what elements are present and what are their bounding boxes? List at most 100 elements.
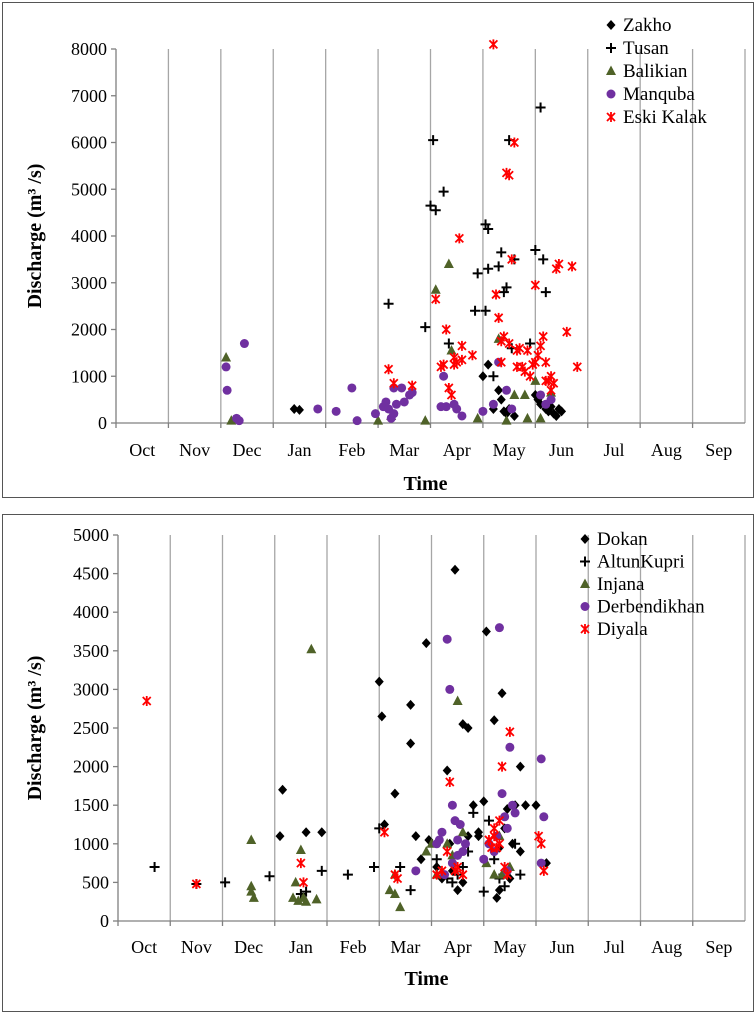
data-point: [510, 838, 521, 849]
data-point: [457, 826, 468, 837]
data-point: [441, 402, 451, 412]
data-point: [488, 399, 498, 409]
data-point: [479, 854, 489, 864]
data-point: [505, 726, 515, 737]
data-point: [483, 223, 494, 234]
data-point: [489, 831, 499, 842]
data-point: [458, 847, 468, 857]
data-point: [515, 869, 526, 880]
data-point: [406, 699, 416, 710]
x-axis-title: Time: [403, 473, 447, 495]
data-point: [384, 884, 395, 895]
data-point: [515, 761, 525, 772]
data-point: [443, 258, 454, 269]
data-point: [525, 371, 535, 382]
data-point: [428, 135, 439, 146]
data-point: [505, 742, 515, 752]
legend-marker: [606, 65, 616, 75]
y-tick-label: 3000: [73, 679, 109, 699]
data-point: [246, 880, 257, 891]
data-point: [507, 254, 517, 265]
data-point: [483, 359, 493, 370]
data-point: [458, 719, 468, 730]
data-point: [347, 383, 357, 393]
data-point: [278, 784, 288, 795]
data-point: [467, 350, 478, 361]
data-point: [425, 200, 436, 211]
data-point: [374, 676, 384, 687]
x-tick-label: Aug: [651, 440, 682, 460]
data-point: [531, 800, 541, 811]
data-point: [494, 312, 504, 323]
data-point: [521, 800, 531, 811]
series-diyala: [142, 695, 549, 889]
data-point: [220, 877, 231, 888]
data-point: [437, 865, 447, 876]
series-dokan: [275, 564, 551, 903]
data-point: [293, 895, 304, 905]
data-point: [522, 412, 533, 423]
y-tick-label: 2000: [73, 757, 109, 777]
y-tick-label: 4500: [73, 564, 109, 584]
y-tick-label: 5000: [71, 179, 107, 199]
data-point: [352, 416, 362, 426]
x-tick-label: Apr: [444, 937, 472, 957]
x-tick-label: Jun: [550, 937, 575, 957]
x-axis-title: Time: [404, 968, 448, 990]
data-point: [434, 835, 444, 845]
data-point: [492, 892, 502, 903]
data-point: [493, 261, 504, 272]
data-point: [515, 846, 525, 857]
data-point: [416, 854, 426, 865]
data-point: [501, 415, 512, 425]
legend-label: Balikian: [623, 61, 688, 82]
data-point: [499, 881, 510, 892]
legend-label: Eski Kalak: [623, 107, 707, 128]
data-point: [399, 397, 409, 407]
data-point: [535, 412, 546, 423]
data-point: [149, 861, 160, 872]
data-point: [519, 389, 530, 399]
data-point: [445, 777, 455, 788]
data-point: [290, 876, 301, 887]
x-tick-label: Jul: [603, 440, 624, 460]
data-point: [460, 839, 470, 849]
data-point: [369, 861, 380, 872]
data-point: [294, 404, 304, 415]
data-point: [530, 357, 540, 368]
data-point: [316, 865, 327, 876]
legend-marker: [580, 556, 590, 567]
data-point: [446, 389, 457, 400]
legend-marker: [606, 43, 616, 53]
data-point: [509, 137, 520, 148]
data-point: [342, 869, 353, 880]
x-tick-label: Oct: [131, 937, 157, 957]
data-point: [507, 800, 517, 810]
data-point: [313, 404, 323, 414]
data-point: [488, 371, 499, 382]
data-point: [432, 861, 442, 872]
y-tick-label: 1000: [73, 834, 109, 854]
y-tick-label: 0: [98, 413, 107, 433]
data-point: [458, 877, 468, 888]
legend-marker: [580, 602, 590, 611]
data-point: [453, 885, 463, 896]
legend-marker: [606, 20, 616, 30]
x-tick-label: Feb: [338, 440, 365, 460]
y-axis-title: Discharge (m³ /s): [24, 164, 46, 309]
data-point: [484, 834, 494, 845]
data-point: [500, 861, 510, 872]
data-point: [295, 844, 306, 854]
data-point: [452, 861, 463, 872]
data-point: [442, 765, 452, 776]
data-point: [438, 359, 449, 370]
x-tick-label: Dec: [233, 440, 262, 460]
data-point: [541, 375, 551, 386]
data-point: [538, 331, 548, 342]
x-tick-label: Aug: [651, 937, 682, 957]
data-point: [483, 263, 494, 274]
series-manquba: [221, 339, 556, 426]
data-point: [452, 357, 462, 368]
data-point: [497, 761, 507, 772]
data-point: [226, 415, 237, 425]
